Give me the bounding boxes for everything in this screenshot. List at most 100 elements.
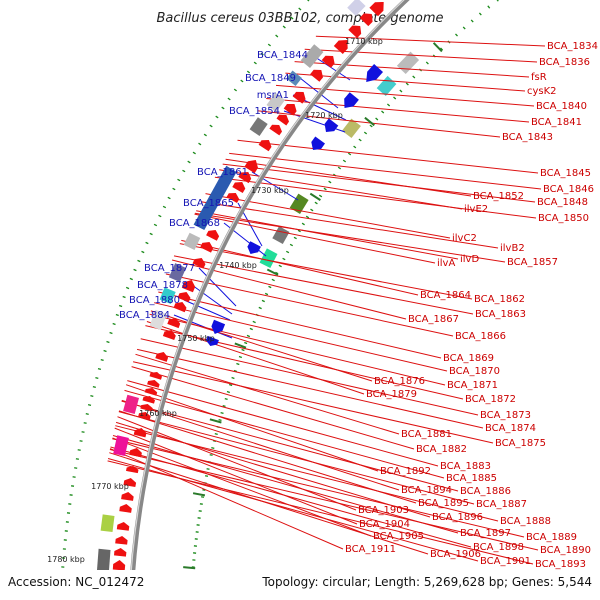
tick-dot [297,229,301,233]
leader-line [315,35,546,47]
tick-dot [282,25,286,29]
tick-dot [187,160,191,164]
tick-dot [125,286,130,290]
tick-dot [399,89,403,93]
forward-gene-arrow [115,536,128,545]
tick-dot [337,166,342,170]
gene-label-right: BCA_1893 [535,559,586,570]
leader-line [112,438,525,538]
gene-label-right: BCA_1874 [485,423,536,434]
gene-label-right: BCA_1846 [543,184,594,195]
leader-line [125,384,379,472]
kbp-major-tick [209,418,222,424]
gene-label-right: BCA_1852 [473,191,524,202]
leader-line [145,325,464,400]
forward-gene-arrow [147,380,160,388]
tick-dot [496,0,499,2]
gene-label-left: BCA_1877 [144,263,195,274]
tick-dot [74,467,78,469]
reverse-gene-arrow [324,118,339,132]
tick-dot [246,334,251,338]
leader-line [198,267,237,307]
tick-dot [267,43,271,47]
gene-block [342,118,361,138]
forward-gene-arrow [238,172,252,184]
forward-gene-arrow [133,428,147,438]
kbp-label: 1780 kbp [47,555,85,564]
tick-dot [224,397,228,401]
tick-dot [369,124,373,128]
forward-gene-arrow [359,13,373,27]
gene-label-right: BCA_1901 [480,556,531,567]
tick-dot [220,411,224,415]
tick-dot [238,355,243,359]
gene-block [347,0,366,16]
tick-dot [172,187,176,191]
gene-label-right: ilvB2 [500,243,525,254]
forward-gene-arrow [138,412,151,420]
tick-dot [306,0,310,2]
gene-label-right: BCA_1886 [460,486,511,497]
forward-gene-arrow [167,318,181,329]
tick-dot [192,151,196,155]
gene-label-right: BCA_1841 [531,117,582,128]
gene-label-right: BCA_1871 [447,380,498,391]
tick-dot [342,159,347,163]
gene-label-right: BCA_1881 [401,429,452,440]
tick-dot [204,475,209,477]
leader-line [229,152,542,190]
tick-dot [77,449,81,451]
tick-dot [215,115,219,119]
tick-dot [264,292,269,296]
gene-label-right: BCA_1876 [374,376,425,387]
forward-gene-arrow [149,372,162,380]
genome-summary-text: Topology: circular; Length: 5,269,628 bp… [261,575,592,589]
tick-dot [112,322,116,326]
gene-label-right: BCA_1875 [495,438,546,449]
tick-dot [244,341,248,345]
tick-dot [218,418,222,422]
forward-gene-arrow [119,504,132,513]
reverse-gene-arrow [247,241,261,254]
tick-dot [133,268,137,272]
tick-dot [363,131,368,135]
tick-dot [227,97,231,101]
tick-dot [241,348,245,352]
leader-line [222,163,536,203]
leader-line [153,302,448,372]
forward-gene-arrow [116,522,130,531]
tick-dot [253,61,257,65]
kbp-major-tick [266,268,279,276]
gene-label-right: BCA_1896 [432,512,483,523]
tick-dot [252,320,256,324]
gene-label-right: BCA_1873 [480,410,531,421]
forward-gene-arrow [258,140,272,152]
forward-gene-arrow [348,25,362,39]
gene-label-left: BCA_1861 [197,167,248,178]
gene-label-right: BCA_1864 [420,290,471,301]
right-gene-labels: BCA_1834 BCA_1836 fsR cysK2 BCA_1840 BCA_1841… [345,41,598,570]
gene-label-right: BCA_1870 [449,366,500,377]
forward-gene-arrow [369,2,384,17]
gene-label-right: BCA_1866 [455,331,506,342]
kbp-label: 1710 kbp [345,37,383,46]
gene-label-right: BCA_1897 [460,528,511,539]
tick-dot [478,12,482,16]
gene-block [113,435,129,456]
tick-dot [226,390,231,394]
forward-gene-arrow [244,160,258,174]
forward-gene-arrow [269,124,282,136]
gene-block [286,70,302,86]
forward-gene-arrow [162,330,176,340]
tick-dot [177,178,181,182]
genome-title: Bacillus cereus 03BB102, complete genome [156,11,443,26]
forward-gene-arrow [276,114,289,126]
tick-dot [440,47,444,51]
gene-block [289,193,309,214]
gene-label-right: ilvE2 [464,204,488,215]
tick-dot [323,187,327,191]
gene-label-right: ilvA [437,258,455,269]
leader-line [135,353,400,435]
tick-dot [290,16,294,20]
tick-dot [314,201,318,205]
